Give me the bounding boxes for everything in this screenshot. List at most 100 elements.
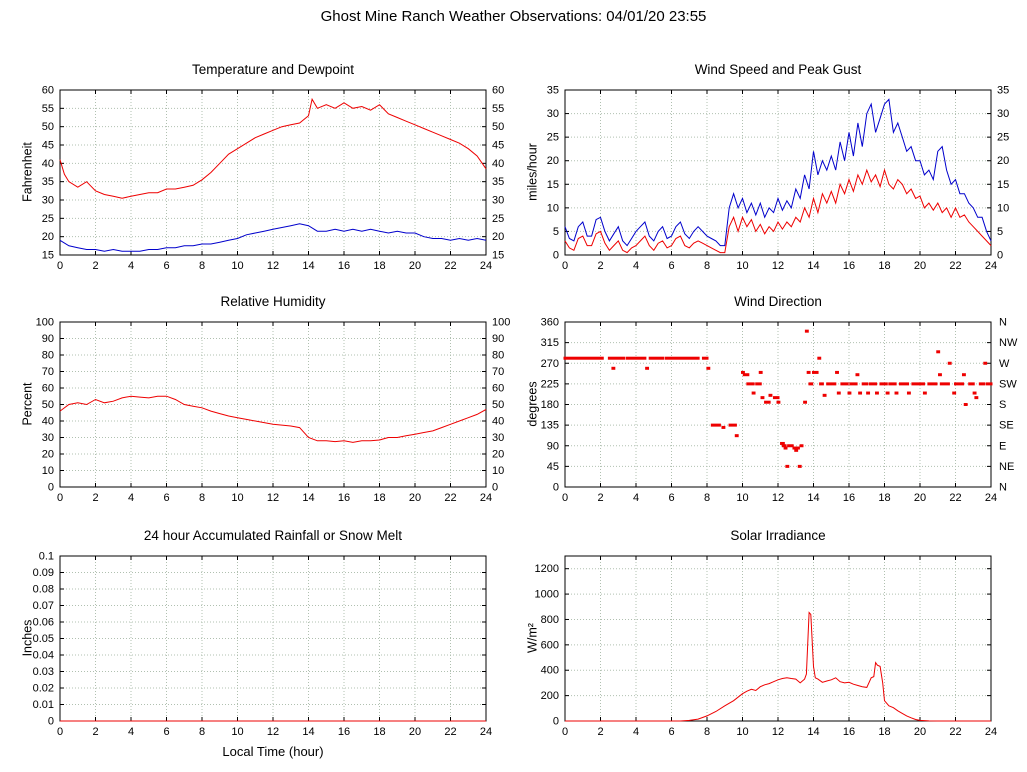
svg-text:30: 30 [42, 195, 54, 207]
svg-text:40: 40 [42, 416, 54, 428]
svg-text:12: 12 [267, 260, 279, 272]
svg-text:2: 2 [92, 726, 98, 738]
svg-text:14: 14 [302, 726, 314, 738]
svg-text:W: W [999, 358, 1010, 370]
svg-text:18: 18 [878, 260, 890, 272]
svg-text:0.1: 0.1 [39, 551, 54, 563]
svg-text:18: 18 [878, 726, 890, 738]
svg-text:50: 50 [492, 121, 504, 133]
svg-text:30: 30 [492, 195, 504, 207]
svg-text:60: 60 [42, 85, 54, 97]
svg-text:2: 2 [92, 492, 98, 504]
svg-text:30: 30 [492, 432, 504, 444]
svg-text:50: 50 [42, 121, 54, 133]
svg-text:4: 4 [128, 260, 134, 272]
svg-text:0.04: 0.04 [33, 650, 54, 662]
svg-text:35: 35 [547, 85, 559, 97]
svg-text:45: 45 [42, 140, 54, 152]
svg-text:NW: NW [999, 337, 1018, 349]
svg-text:10: 10 [736, 492, 748, 504]
svg-text:30: 30 [42, 432, 54, 444]
chart-title-rainfall: 24 hour Accumulated Rainfall or Snow Mel… [143, 528, 403, 543]
svg-text:800: 800 [541, 614, 559, 626]
svg-text:45: 45 [547, 461, 559, 473]
svg-text:22: 22 [444, 492, 456, 504]
svg-text:24: 24 [985, 726, 997, 738]
panel-wind-direction: Wind Direction degrees 0 2 4 6 8 10 12 14 16 18 20… [513, 294, 1027, 539]
svg-text:20: 20 [492, 449, 504, 461]
svg-text:6: 6 [163, 260, 169, 272]
svg-text:14: 14 [302, 492, 314, 504]
svg-text:200: 200 [541, 690, 559, 702]
svg-text:E: E [999, 440, 1006, 452]
svg-text:10: 10 [547, 202, 559, 214]
svg-text:10: 10 [997, 202, 1009, 214]
svg-text:180: 180 [541, 399, 559, 411]
svg-text:400: 400 [541, 665, 559, 677]
svg-text:12: 12 [267, 492, 279, 504]
svg-text:20: 20 [409, 726, 421, 738]
svg-text:0: 0 [562, 492, 568, 504]
svg-text:5: 5 [997, 226, 1003, 238]
svg-text:SE: SE [999, 420, 1014, 432]
svg-text:0: 0 [997, 250, 1003, 262]
svg-text:15: 15 [997, 179, 1009, 191]
svg-text:90: 90 [492, 333, 504, 345]
rainfall-plot: 0 2 4 6 8 10 12 14 16 18 20 22 2400.010.020.030.040.… [33, 551, 493, 739]
panel-relative-humidity: Relative Humidity Percent 0 2 4 6 8 10 12 14 16 1… [8, 294, 523, 539]
chart-title-temperature-dewpoint: Temperature and Dewpoint [191, 62, 355, 77]
svg-text:20: 20 [409, 260, 421, 272]
svg-text:14: 14 [807, 260, 819, 272]
svg-text:35: 35 [997, 85, 1009, 97]
svg-text:0: 0 [57, 260, 63, 272]
svg-text:12: 12 [772, 260, 784, 272]
svg-text:SW: SW [999, 378, 1017, 390]
svg-text:8: 8 [199, 492, 205, 504]
svg-text:10: 10 [231, 492, 243, 504]
svg-text:0: 0 [492, 482, 498, 494]
svg-text:16: 16 [843, 492, 855, 504]
svg-text:4: 4 [128, 726, 134, 738]
svg-text:0: 0 [57, 726, 63, 738]
svg-text:12: 12 [772, 492, 784, 504]
svg-text:100: 100 [492, 317, 510, 329]
svg-text:8: 8 [704, 492, 710, 504]
panel-rainfall: 24 hour Accumulated Rainfall or Snow Mel… [8, 528, 523, 772]
svg-text:18: 18 [878, 492, 890, 504]
chart-title-relative-humidity: Relative Humidity [220, 294, 326, 309]
svg-text:10: 10 [736, 726, 748, 738]
svg-text:0.06: 0.06 [33, 617, 54, 629]
svg-text:10: 10 [231, 260, 243, 272]
svg-text:20: 20 [42, 449, 54, 461]
svg-text:16: 16 [338, 260, 350, 272]
svg-text:16: 16 [843, 726, 855, 738]
svg-text:30: 30 [547, 108, 559, 120]
svg-text:4: 4 [633, 260, 639, 272]
svg-text:20: 20 [914, 260, 926, 272]
svg-text:0: 0 [48, 716, 54, 728]
svg-text:6: 6 [163, 492, 169, 504]
svg-text:22: 22 [949, 492, 961, 504]
svg-text:5: 5 [553, 226, 559, 238]
svg-text:20: 20 [914, 726, 926, 738]
svg-text:14: 14 [807, 726, 819, 738]
svg-text:0: 0 [57, 492, 63, 504]
svg-text:10: 10 [231, 726, 243, 738]
svg-text:2: 2 [597, 260, 603, 272]
svg-text:25: 25 [997, 132, 1009, 144]
svg-text:22: 22 [444, 726, 456, 738]
svg-text:50: 50 [492, 399, 504, 411]
svg-text:15: 15 [42, 250, 54, 262]
svg-text:20: 20 [547, 155, 559, 167]
svg-text:40: 40 [42, 158, 54, 170]
solar-irradiance-plot: 0 2 4 6 8 10 12 14 16 18 20 22 240200400600800100012… [535, 555, 997, 738]
svg-text:0: 0 [553, 250, 559, 262]
svg-text:600: 600 [541, 639, 559, 651]
svg-text:45: 45 [492, 140, 504, 152]
svg-text:12: 12 [772, 726, 784, 738]
svg-text:24: 24 [480, 260, 492, 272]
